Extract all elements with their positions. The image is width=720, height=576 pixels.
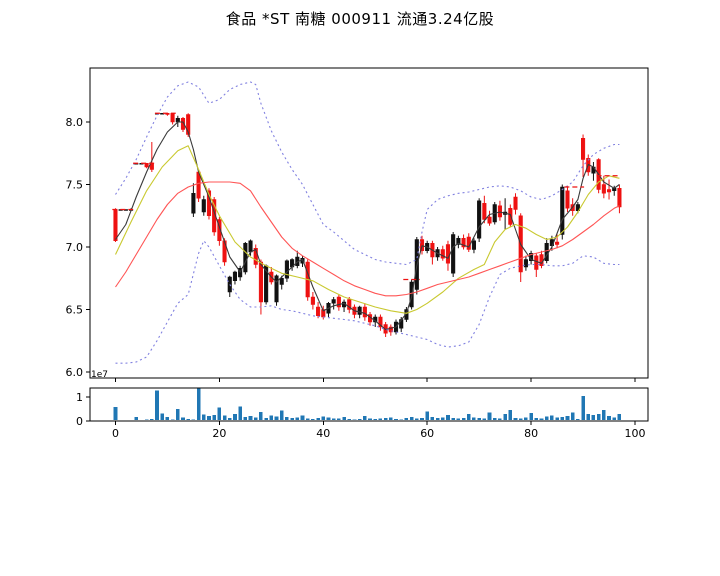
- chart-title: 食品 *ST 南糖 000911 流通3.24亿股: [225, 10, 495, 28]
- ma-slow-line: [115, 181, 620, 297]
- svg-text:60: 60: [420, 427, 434, 440]
- svg-text:20: 20: [212, 427, 226, 440]
- svg-text:0: 0: [112, 427, 119, 440]
- x-axis: 0 20 40 60 80 100: [112, 378, 646, 440]
- boll-lower-line: [115, 240, 620, 364]
- volume-layer: [113, 388, 622, 420]
- boll-upper-line: [115, 81, 620, 266]
- svg-text:7.5: 7.5: [66, 179, 84, 192]
- candles-layer: [113, 113, 622, 337]
- main-y-axis: 6.0 6.5 7.0 7.5 8.0: [66, 116, 90, 379]
- volume-y-axis: 0 1 1e7: [76, 370, 108, 428]
- svg-text:7.0: 7.0: [66, 241, 84, 254]
- svg-text:0: 0: [76, 415, 83, 428]
- limit-dashes-layer: [112, 112, 619, 281]
- volume-scale-label: 1e7: [91, 370, 108, 380]
- ma-mid-line: [115, 145, 620, 314]
- overlay-lines: [115, 81, 620, 364]
- svg-text:40: 40: [316, 427, 330, 440]
- svg-text:6.0: 6.0: [66, 366, 84, 379]
- svg-text:1: 1: [76, 391, 83, 404]
- panel-frames: [89, 67, 649, 422]
- svg-text:8.0: 8.0: [66, 116, 84, 129]
- svg-text:6.5: 6.5: [66, 304, 84, 317]
- svg-text:80: 80: [524, 427, 538, 440]
- svg-text:100: 100: [625, 427, 646, 440]
